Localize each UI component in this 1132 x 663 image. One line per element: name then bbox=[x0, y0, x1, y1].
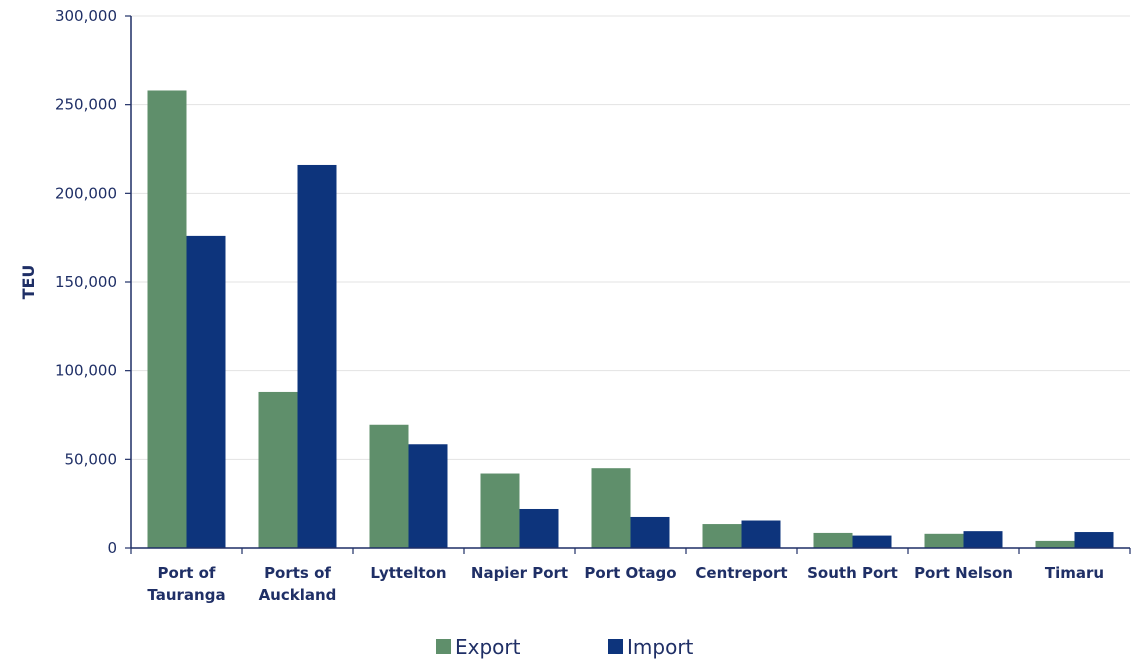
x-category-label: Port of Tauranga bbox=[147, 564, 225, 604]
x-category-label: Port Otago bbox=[584, 564, 676, 582]
x-category-label: Port Nelson bbox=[914, 564, 1013, 582]
x-category-label-line: South Port bbox=[807, 564, 898, 582]
x-category-label-line: Port Otago bbox=[584, 564, 676, 582]
bar-import bbox=[741, 520, 781, 548]
bar-import bbox=[186, 235, 226, 549]
x-category-label: Napier Port bbox=[471, 564, 568, 582]
bar-import bbox=[963, 531, 1003, 548]
bar-export bbox=[924, 533, 964, 548]
x-category-label-line: Ports of bbox=[264, 564, 331, 582]
x-category-labels: Port of Tauranga Ports of Auckland Lyttelton… bbox=[147, 564, 1104, 604]
bars bbox=[147, 90, 1114, 549]
x-category-label-line: Napier Port bbox=[471, 564, 568, 582]
legend-swatch-import bbox=[608, 639, 623, 654]
bar-export bbox=[702, 524, 742, 548]
legend-swatch-export bbox=[436, 639, 451, 654]
x-category-label: Lyttelton bbox=[370, 564, 446, 582]
legend-label-import: Import bbox=[627, 635, 694, 659]
bar-export bbox=[591, 468, 631, 548]
bar-export bbox=[147, 90, 187, 548]
x-category-label-line: Port of bbox=[158, 564, 216, 582]
bar-import bbox=[630, 516, 670, 548]
x-category-label-line: Lyttelton bbox=[370, 564, 446, 582]
x-category-label: Centreport bbox=[695, 564, 787, 582]
bar-export bbox=[369, 424, 409, 548]
y-tick-label: 150,000 bbox=[55, 273, 117, 291]
x-category-label-line: Auckland bbox=[259, 586, 337, 604]
bar-import bbox=[408, 444, 448, 548]
x-category-label-line: Tauranga bbox=[147, 586, 225, 604]
axes bbox=[125, 15, 1131, 554]
x-category-label: Timaru bbox=[1045, 564, 1104, 582]
x-category-label-line: Port Nelson bbox=[914, 564, 1013, 582]
legend: Export Import bbox=[436, 635, 694, 659]
x-category-label-line: Centreport bbox=[695, 564, 787, 582]
x-category-label: Ports of Auckland bbox=[259, 564, 337, 604]
bar-export bbox=[258, 391, 298, 548]
legend-label-export: Export bbox=[455, 635, 521, 659]
x-category-label-line: Timaru bbox=[1045, 564, 1104, 582]
bar-export bbox=[480, 473, 520, 548]
x-category-label: South Port bbox=[807, 564, 898, 582]
y-tick-label: 100,000 bbox=[55, 362, 117, 380]
bar-import bbox=[852, 535, 892, 548]
y-tick-label: 50,000 bbox=[65, 450, 118, 468]
y-tick-labels: 0 50,000 100,000 150,000 200,000 250,000 300,0… bbox=[55, 7, 117, 557]
y-tick-label: 250,000 bbox=[55, 96, 117, 114]
y-axis-title: TEU bbox=[19, 265, 38, 300]
bar-import bbox=[519, 508, 559, 548]
bar-import bbox=[1074, 532, 1114, 548]
y-tick-label: 0 bbox=[107, 539, 117, 557]
y-tick-label: 200,000 bbox=[55, 184, 117, 202]
bar-export bbox=[1035, 540, 1075, 548]
bar-import bbox=[297, 164, 337, 548]
y-tick-label: 300,000 bbox=[55, 7, 117, 25]
bar-export bbox=[813, 532, 853, 548]
